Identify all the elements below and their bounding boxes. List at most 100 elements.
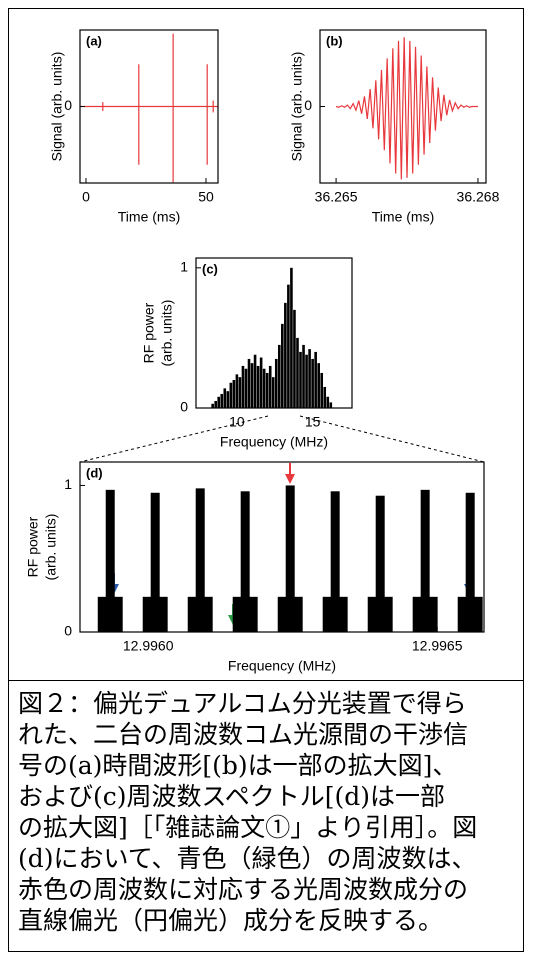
bar [250, 363, 254, 408]
bar [142, 596, 152, 632]
bar [247, 358, 251, 408]
y-tick-label: 0 [64, 97, 72, 113]
signal-line [335, 37, 478, 180]
bar [281, 323, 284, 408]
bar [232, 379, 236, 408]
plot-frame [79, 461, 485, 633]
bar [235, 374, 239, 408]
bar [229, 382, 233, 408]
y-axis-label: RF power [141, 302, 157, 363]
bar [274, 358, 278, 408]
bar [105, 489, 115, 632]
bar [375, 495, 385, 632]
bar [211, 403, 214, 408]
bar [158, 596, 168, 632]
bar [150, 492, 160, 632]
arrow-red [285, 463, 295, 484]
bar [299, 351, 302, 408]
bar [284, 302, 287, 408]
bar [322, 596, 332, 632]
y-tick-label: 0 [64, 623, 72, 639]
x-tick-label: 36.268 [457, 189, 500, 205]
caption-line: (d)において、青色（緑色）の周波数は、 [18, 844, 477, 873]
y-axis-label: (arb. units) [159, 300, 175, 367]
bar [293, 309, 296, 408]
bar [293, 596, 303, 632]
panel: 12.9960 12.9965 0 1 (d) Frequency (MHz) RF pow… [25, 461, 485, 674]
bar [290, 267, 293, 408]
panel-label: (a) [86, 33, 102, 48]
figure: 0 500(a)Time (ms)Signal (arb. units)36.26… [25, 29, 500, 674]
bar [473, 596, 483, 632]
bar [305, 354, 308, 408]
bar [262, 368, 266, 408]
bar [265, 372, 269, 408]
bar [226, 391, 230, 408]
bar [217, 396, 221, 408]
bar [311, 358, 314, 408]
bar [428, 596, 438, 632]
y-axis-label: Signal (arb. units) [49, 52, 65, 162]
bar [317, 363, 320, 408]
panel-label: (c) [202, 261, 218, 276]
y-tick-label: 1 [64, 476, 72, 492]
bar [220, 393, 224, 408]
plot-frame [195, 257, 353, 409]
bar [465, 492, 475, 632]
bar [278, 344, 281, 408]
bar [214, 400, 217, 408]
bar [97, 596, 107, 632]
caption-line: 号の(a)時間波形[(b)は一部の拡大図]、 [18, 751, 458, 780]
zoom-line [299, 415, 485, 463]
figure-frame [8, 8, 524, 952]
caption-rule [8, 680, 524, 681]
bar [314, 351, 317, 408]
signal-line [80, 33, 218, 183]
caption-line: および(c)周波数スペクトル[(d)は一部 [18, 782, 446, 811]
caption-line: の拡大図]［「雑誌論文①」より引用］。図 [18, 813, 478, 842]
bar [271, 377, 275, 408]
bar [338, 596, 348, 632]
x-tick-label: 36.265 [315, 189, 358, 205]
x-tick-label: 0 [82, 189, 90, 205]
bar [320, 372, 324, 408]
caption-line: れた、二台の周波数コム光源間の干渉信 [18, 720, 469, 749]
bar [187, 596, 197, 632]
bar [383, 596, 393, 632]
bar [287, 284, 290, 408]
bar [241, 365, 245, 408]
caption: 図２：偏光デュアルコム分光装置で得ら れた、二台の周波数コム光源間の干渉信 号の(a… [18, 688, 518, 936]
bar [326, 396, 330, 408]
y-axis-label: RF power [25, 516, 41, 577]
x-axis-label: Time (ms) [372, 209, 434, 225]
bar [277, 596, 287, 632]
y-tick-label: 0 [304, 97, 312, 113]
bar [329, 402, 333, 408]
bar [240, 491, 250, 632]
y-tick-label: 0 [180, 399, 188, 415]
bar [330, 491, 340, 632]
bar [308, 349, 311, 408]
bar [244, 368, 248, 408]
bar [268, 365, 272, 408]
bar [195, 488, 205, 632]
panel: 10 15 0 1 (c) Frequency (MHz) RF power (arb. un… [141, 257, 353, 450]
bar [259, 357, 263, 408]
zoom-guides [79, 415, 485, 463]
bar [412, 596, 422, 632]
bar [457, 596, 467, 632]
bar [367, 596, 377, 632]
y-axis-label: (arb. units) [43, 514, 59, 581]
caption-line: 赤色の周波数に対応する光周波数成分の [18, 875, 469, 904]
bar [223, 388, 227, 408]
y-axis-label: Signal (arb. units) [289, 52, 305, 162]
x-axis-label: Time (ms) [118, 209, 180, 225]
caption-line: 図２：偏光デュアルコム分光装置で得ら [18, 689, 467, 718]
bar [420, 489, 430, 632]
panel: 36.265 36.268 0 (b) Time (ms) Signal (arb. un… [289, 29, 500, 225]
x-tick-label: 12.9965 [412, 638, 463, 654]
caption-line: 直線偏光（円偏光）成分を反映する。 [18, 906, 444, 935]
bar [285, 485, 295, 632]
x-tick-label: 10 [229, 414, 245, 430]
bar [203, 596, 213, 632]
